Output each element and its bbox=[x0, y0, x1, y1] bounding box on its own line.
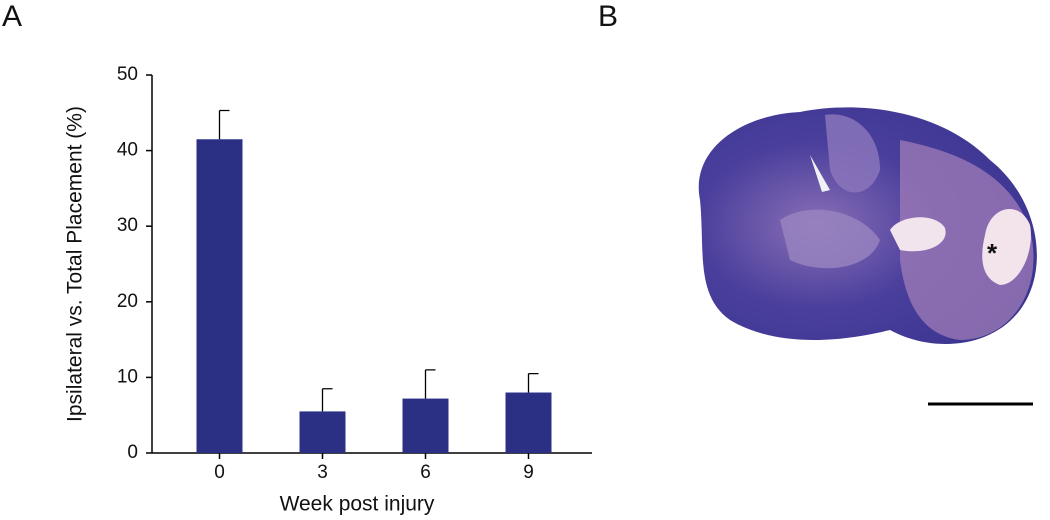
injured-region bbox=[900, 140, 1034, 340]
panel-label: A bbox=[2, 0, 22, 33]
error-bar bbox=[424, 369, 436, 399]
y-tick-label: 20 bbox=[117, 291, 138, 312]
x-tick-label: 9 bbox=[523, 462, 534, 483]
error-bar bbox=[218, 109, 230, 140]
y-tick-label: 40 bbox=[117, 140, 138, 161]
x-tick-label: 6 bbox=[420, 462, 431, 483]
y-tick-label: 30 bbox=[117, 215, 138, 236]
gray-matter bbox=[780, 209, 880, 269]
cavity bbox=[890, 217, 946, 252]
y-tick-label: 50 bbox=[117, 64, 138, 85]
bar bbox=[505, 392, 552, 453]
annotation: * bbox=[987, 238, 998, 268]
fissure bbox=[810, 155, 830, 192]
error-bar bbox=[321, 388, 333, 412]
panel-label: B bbox=[598, 0, 618, 33]
x-tick-label: 3 bbox=[317, 462, 328, 483]
cavity bbox=[982, 208, 1031, 285]
bar bbox=[299, 411, 346, 453]
error-bar bbox=[527, 372, 539, 393]
histology-image: * bbox=[698, 107, 1037, 406]
x-axis-label: Week post injury bbox=[280, 493, 435, 516]
y-tick-label: 10 bbox=[117, 366, 138, 387]
y-tick-label: 0 bbox=[127, 442, 138, 463]
y-axis-label: Ipsilateral vs. Total Placement (%) bbox=[64, 106, 87, 422]
dorsal-horn bbox=[825, 114, 880, 193]
x-tick-label: 0 bbox=[214, 462, 225, 483]
bar bbox=[402, 398, 449, 453]
bar bbox=[196, 139, 243, 453]
